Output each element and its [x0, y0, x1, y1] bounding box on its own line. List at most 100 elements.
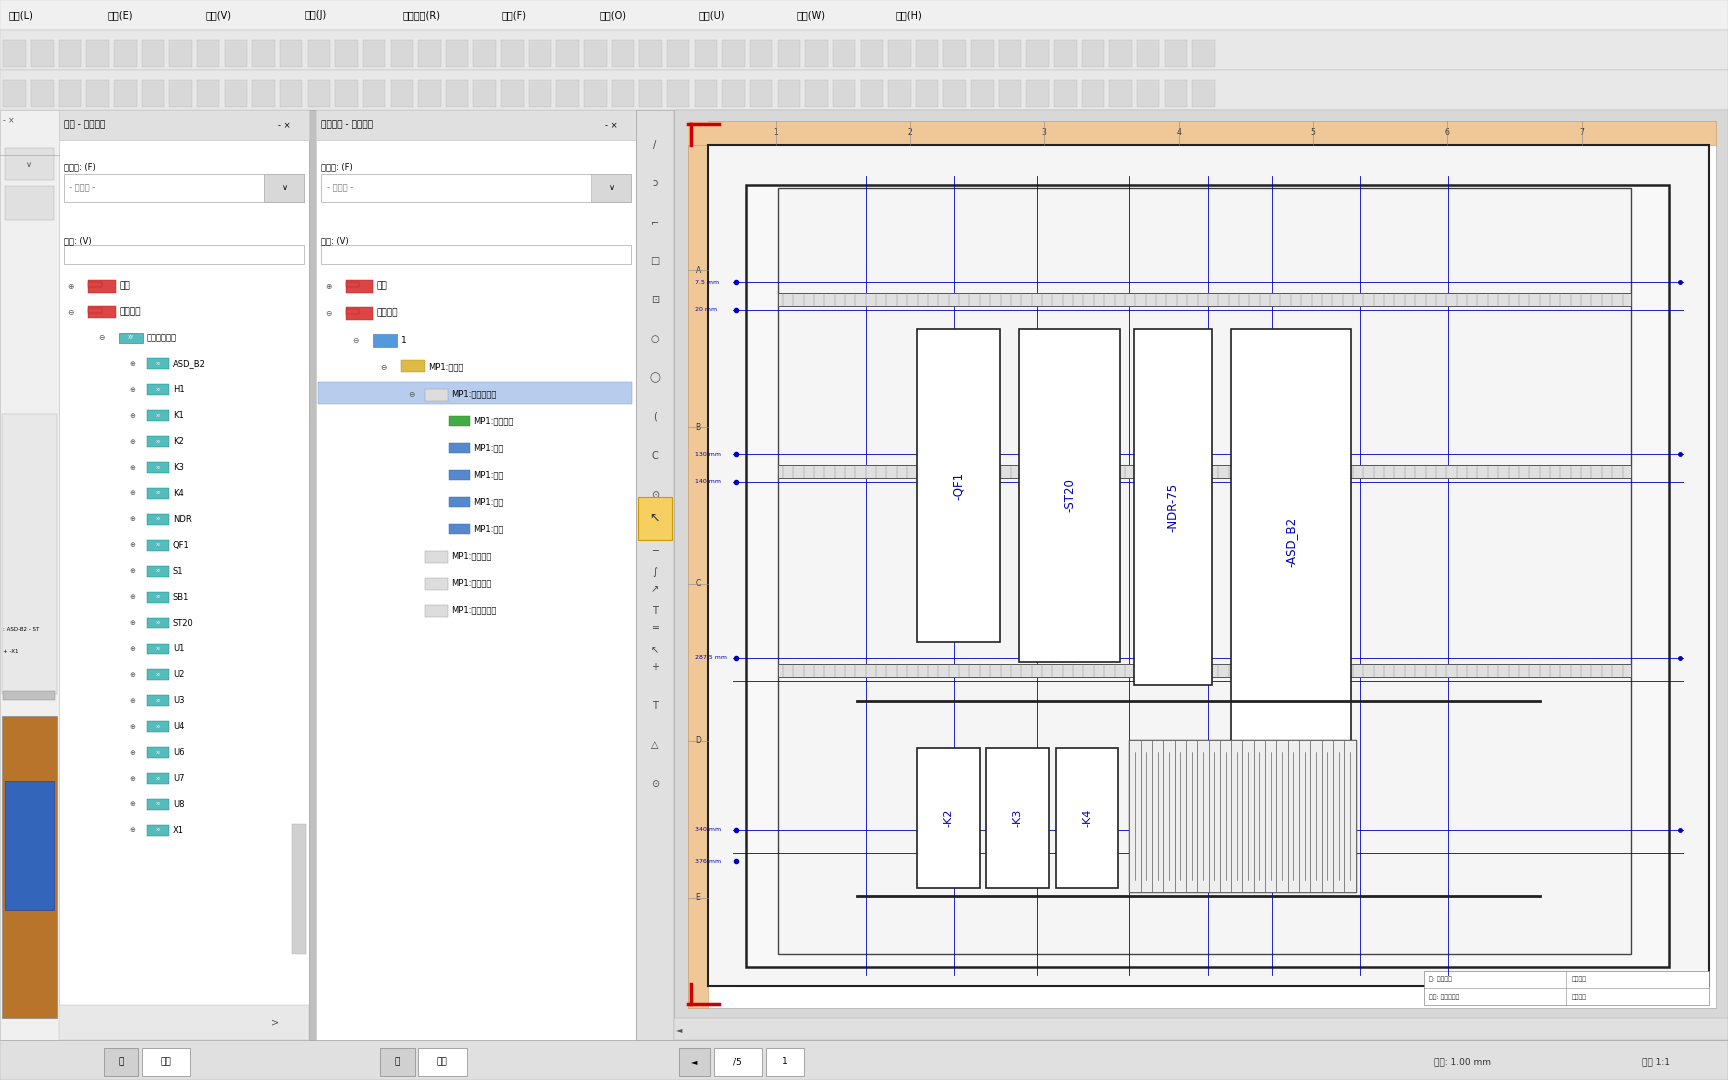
Text: 帮助(H): 帮助(H) — [895, 10, 921, 21]
Text: ∨: ∨ — [608, 184, 615, 192]
Text: 列表: 列表 — [161, 1057, 171, 1066]
Text: ↄ: ↄ — [651, 178, 658, 189]
Bar — [142, 80, 164, 107]
Bar — [147, 618, 169, 629]
Bar — [147, 773, 169, 784]
Bar — [147, 410, 169, 421]
Bar — [639, 40, 662, 67]
Text: ↗: ↗ — [651, 584, 658, 595]
Text: ⊕: ⊕ — [130, 775, 135, 782]
Bar — [391, 80, 413, 107]
Bar — [3, 40, 26, 67]
Text: 定长裁切: 定长裁切 — [119, 308, 140, 316]
Text: ◯: ◯ — [650, 373, 660, 383]
Bar — [308, 40, 330, 67]
Bar — [449, 416, 470, 427]
Text: ↖: ↖ — [650, 512, 660, 525]
Bar — [64, 174, 304, 202]
Bar — [722, 40, 745, 67]
Text: ASD_B2: ASD_B2 — [173, 360, 206, 368]
Bar — [401, 360, 425, 373]
Bar — [346, 282, 359, 287]
Bar — [446, 40, 468, 67]
Bar — [147, 696, 169, 706]
Text: 5: 5 — [1310, 129, 1315, 137]
Text: 设备 - 定长裁切: 设备 - 定长裁切 — [64, 121, 105, 130]
Bar — [1175, 740, 1185, 892]
Bar — [778, 40, 800, 67]
Bar — [335, 80, 358, 107]
Bar — [688, 121, 708, 145]
Bar — [0, 70, 1728, 110]
Text: MP1:线槽: MP1:线槽 — [473, 525, 505, 534]
Bar — [1220, 740, 1230, 892]
Text: ⊡: ⊡ — [651, 295, 658, 306]
Text: -K4: -K4 — [1082, 809, 1092, 827]
Text: ⊕: ⊕ — [130, 646, 135, 652]
Text: D: D — [695, 737, 702, 745]
Bar — [225, 40, 247, 67]
Bar — [916, 40, 938, 67]
Text: □: □ — [650, 256, 660, 267]
Bar — [695, 40, 717, 67]
Bar — [346, 307, 373, 320]
Bar — [147, 825, 169, 836]
Text: 视图(V): 视图(V) — [206, 10, 232, 21]
Bar — [556, 40, 579, 67]
Bar — [142, 1048, 190, 1076]
Text: U1: U1 — [173, 645, 185, 653]
Bar — [473, 40, 496, 67]
Bar — [1344, 740, 1355, 892]
Text: U4: U4 — [173, 723, 185, 731]
Bar — [1192, 80, 1215, 107]
Text: 窗口(W): 窗口(W) — [797, 10, 826, 21]
Bar — [31, 40, 54, 67]
Text: 数值: (V): 数值: (V) — [321, 237, 349, 245]
Text: - ×: - × — [605, 121, 617, 130]
Text: 6: 6 — [1445, 129, 1450, 137]
Bar — [391, 40, 413, 67]
Bar — [1163, 740, 1175, 892]
Text: ⊕: ⊕ — [130, 438, 135, 445]
Bar — [1153, 740, 1163, 892]
Bar — [1130, 740, 1355, 892]
Text: XY: XY — [156, 828, 161, 833]
Text: T: T — [651, 701, 658, 712]
Bar — [86, 40, 109, 67]
Text: 1: 1 — [781, 1057, 788, 1066]
Text: MP1:线槽: MP1:线槽 — [473, 471, 505, 480]
Bar — [1230, 329, 1351, 755]
Bar — [1109, 40, 1132, 67]
Text: ⊖: ⊖ — [67, 308, 74, 316]
Bar — [1137, 40, 1159, 67]
Bar — [999, 80, 1021, 107]
Text: U8: U8 — [173, 800, 185, 809]
Text: XY: XY — [156, 569, 161, 573]
Text: E: E — [696, 893, 700, 902]
Text: B: B — [696, 422, 700, 432]
Text: 340 mm: 340 mm — [695, 827, 721, 833]
Text: SB1: SB1 — [173, 593, 188, 602]
Text: ⊕: ⊕ — [130, 594, 135, 600]
Bar — [861, 40, 883, 67]
Bar — [59, 110, 309, 140]
Text: 矢量: 1.00 mm: 矢量: 1.00 mm — [1434, 1057, 1491, 1066]
Text: T: T — [651, 606, 658, 617]
Bar — [3, 691, 55, 700]
Text: ⊕: ⊕ — [67, 282, 74, 291]
Text: 4: 4 — [1177, 129, 1180, 137]
Bar — [449, 497, 470, 508]
Text: NDR: NDR — [173, 515, 192, 524]
Text: MP1:逻辑组件: MP1:逻辑组件 — [473, 417, 513, 426]
Bar — [147, 488, 169, 499]
Text: 视频: 视频 — [119, 282, 130, 291]
Text: XY: XY — [156, 699, 161, 703]
Bar — [59, 1005, 309, 1040]
Text: ⊙: ⊙ — [651, 489, 658, 500]
Text: 插入(J): 插入(J) — [304, 10, 327, 21]
Text: XY: XY — [156, 647, 161, 651]
Text: ○: ○ — [651, 334, 658, 345]
Text: MP1:线槽: MP1:线槽 — [473, 498, 505, 507]
Text: XY: XY — [156, 751, 161, 755]
Bar — [833, 80, 855, 107]
